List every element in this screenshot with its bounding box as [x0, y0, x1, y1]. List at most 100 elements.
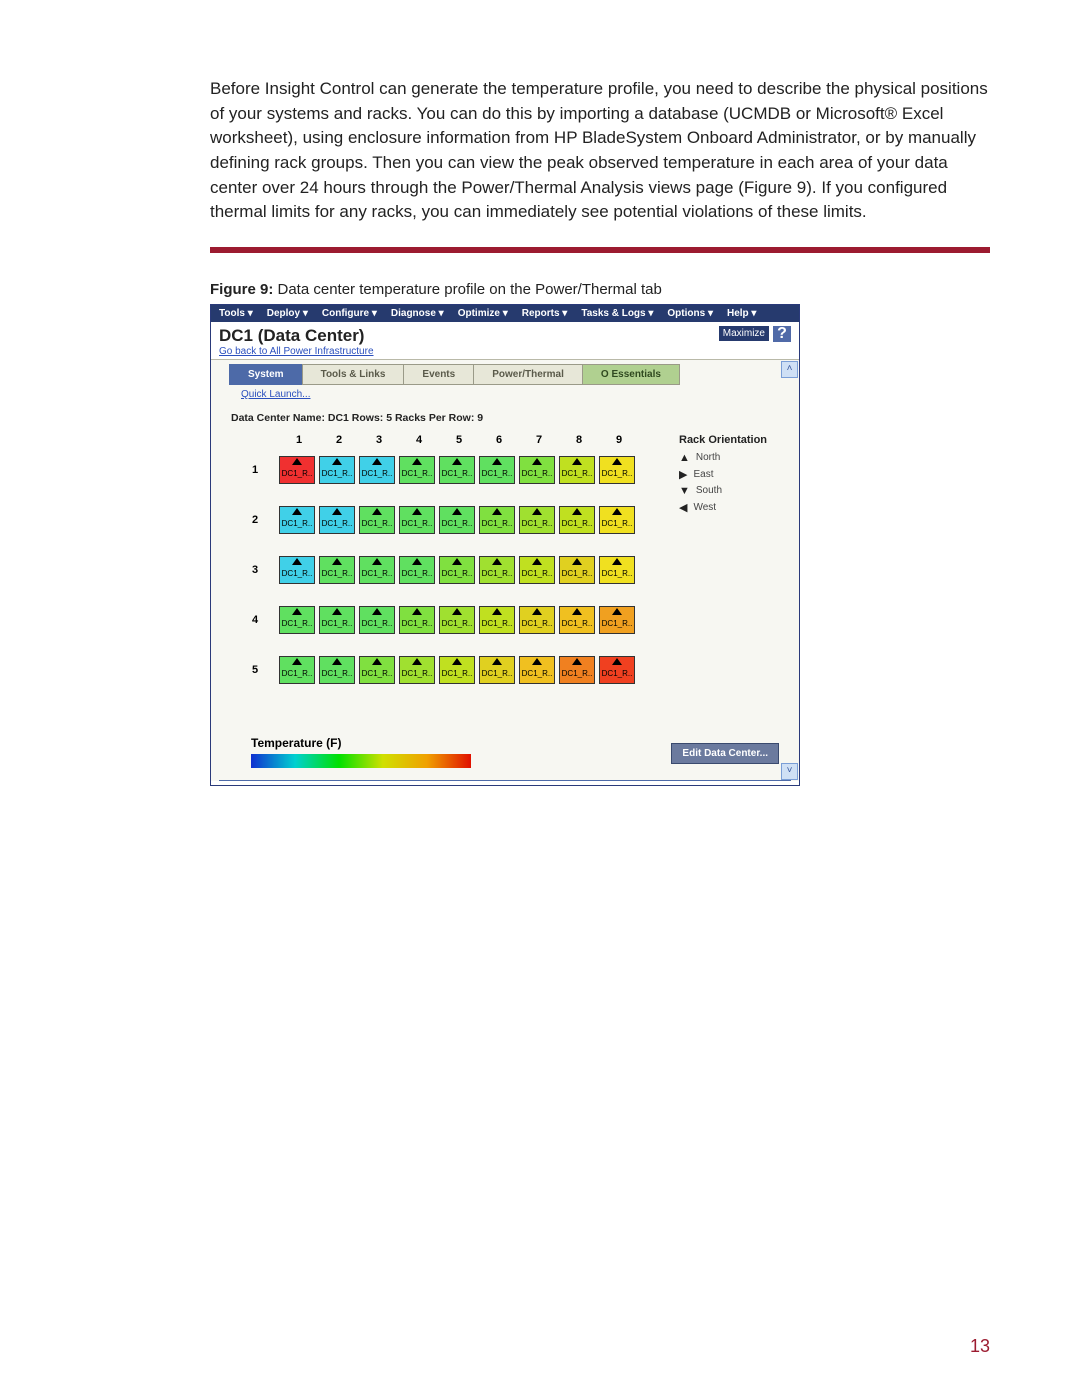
menu-item[interactable]: Help ▾: [727, 308, 756, 319]
menu-item[interactable]: Options ▾: [667, 308, 713, 319]
rack-cell[interactable]: DC1_R..: [359, 606, 395, 634]
rack-cell[interactable]: DC1_R..: [359, 556, 395, 584]
rack-label: DC1_R..: [442, 669, 473, 678]
rack-label: DC1_R..: [562, 469, 593, 478]
rack-cell[interactable]: DC1_R..: [519, 656, 555, 684]
rack-cell[interactable]: DC1_R..: [479, 606, 515, 634]
rack-label: DC1_R..: [442, 569, 473, 578]
rack-cell[interactable]: DC1_R..: [599, 556, 635, 584]
north-icon: [452, 558, 462, 565]
row-label: 5: [231, 664, 279, 676]
rack-cell[interactable]: DC1_R..: [479, 506, 515, 534]
row-label: 2: [231, 514, 279, 526]
north-icon: [332, 608, 342, 615]
legend-item: ◀West: [679, 501, 767, 514]
col-header: 5: [439, 434, 479, 446]
menu-item[interactable]: Diagnose ▾: [391, 308, 444, 319]
rack-label: DC1_R..: [322, 469, 353, 478]
rack-cell[interactable]: DC1_R..: [399, 606, 435, 634]
rack-label: DC1_R..: [562, 619, 593, 628]
north-icon: [372, 508, 382, 515]
rack-cell[interactable]: DC1_R..: [559, 456, 595, 484]
rack-cell[interactable]: DC1_R..: [439, 506, 475, 534]
menu-item[interactable]: Optimize ▾: [458, 308, 508, 319]
rack-cell[interactable]: DC1_R..: [599, 606, 635, 634]
north-icon: [572, 508, 582, 515]
rack-cell[interactable]: DC1_R..: [479, 656, 515, 684]
rack-cell[interactable]: DC1_R..: [279, 556, 315, 584]
tab-tools-links[interactable]: Tools & Links: [302, 364, 405, 385]
rack-label: DC1_R..: [442, 619, 473, 628]
north-icon: [572, 608, 582, 615]
rack-label: DC1_R..: [362, 469, 393, 478]
rack-cell[interactable]: DC1_R..: [599, 656, 635, 684]
rack-cell[interactable]: DC1_R..: [319, 506, 355, 534]
rack-label: DC1_R..: [362, 569, 393, 578]
rack-cell[interactable]: DC1_R..: [519, 606, 555, 634]
rack-label: DC1_R..: [482, 619, 513, 628]
rack-cell[interactable]: DC1_R..: [559, 506, 595, 534]
section-rule: [210, 247, 990, 253]
rack-cell[interactable]: DC1_R..: [399, 556, 435, 584]
rack-label: DC1_R..: [362, 619, 393, 628]
menu-item[interactable]: Reports ▾: [522, 308, 568, 319]
menu-item[interactable]: Tasks & Logs ▾: [581, 308, 653, 319]
back-link[interactable]: Go back to All Power Infrastructure: [219, 346, 374, 357]
rack-cell[interactable]: DC1_R..: [439, 606, 475, 634]
edit-datacenter-button[interactable]: Edit Data Center...: [671, 743, 779, 764]
north-icon: [372, 558, 382, 565]
rack-label: DC1_R..: [362, 669, 393, 678]
rack-cell[interactable]: DC1_R..: [279, 606, 315, 634]
rack-cell[interactable]: DC1_R..: [279, 456, 315, 484]
quick-launch-link[interactable]: Quick Launch...: [211, 385, 799, 406]
tab-power-thermal[interactable]: Power/Thermal: [473, 364, 583, 385]
orientation-icon: ▶: [679, 468, 687, 481]
col-header: 4: [399, 434, 439, 446]
orientation-icon: ◀: [679, 501, 687, 514]
rack-label: DC1_R..: [322, 519, 353, 528]
rack-cell[interactable]: DC1_R..: [359, 506, 395, 534]
rack-cell[interactable]: DC1_R..: [319, 606, 355, 634]
rack-cell[interactable]: DC1_R..: [399, 456, 435, 484]
north-icon: [572, 658, 582, 665]
scroll-down-icon[interactable]: ˅: [781, 763, 798, 780]
rack-cell[interactable]: DC1_R..: [399, 506, 435, 534]
rack-cell[interactable]: DC1_R..: [279, 506, 315, 534]
north-icon: [292, 508, 302, 515]
rack-cell[interactable]: DC1_R..: [559, 556, 595, 584]
rack-cell[interactable]: DC1_R..: [479, 456, 515, 484]
rack-cell[interactable]: DC1_R..: [319, 656, 355, 684]
legend-label: East: [693, 469, 713, 480]
help-icon[interactable]: ?: [773, 326, 791, 342]
rack-cell[interactable]: DC1_R..: [519, 506, 555, 534]
rack-cell[interactable]: DC1_R..: [599, 456, 635, 484]
rack-cell[interactable]: DC1_R..: [479, 556, 515, 584]
rack-cell[interactable]: DC1_R..: [559, 656, 595, 684]
rack-cell[interactable]: DC1_R..: [519, 456, 555, 484]
rack-cell[interactable]: DC1_R..: [279, 656, 315, 684]
menu-item[interactable]: Configure ▾: [322, 308, 377, 319]
menu-item[interactable]: Tools ▾: [219, 308, 253, 319]
rack-cell[interactable]: DC1_R..: [559, 606, 595, 634]
tab-events[interactable]: Events: [403, 364, 474, 385]
tab-system[interactable]: System: [229, 364, 303, 385]
tab-o-essentials[interactable]: O Essentials: [582, 364, 680, 385]
rack-cell[interactable]: DC1_R..: [399, 656, 435, 684]
rack-cell[interactable]: DC1_R..: [359, 456, 395, 484]
menu-item[interactable]: Deploy ▾: [267, 308, 308, 319]
maximize-button[interactable]: Maximize: [719, 326, 769, 341]
rack-cell[interactable]: DC1_R..: [599, 506, 635, 534]
rack-label: DC1_R..: [562, 519, 593, 528]
scroll-up-icon[interactable]: ˄: [781, 361, 798, 378]
rack-label: DC1_R..: [442, 469, 473, 478]
rack-cell[interactable]: DC1_R..: [319, 456, 355, 484]
rack-cell[interactable]: DC1_R..: [439, 456, 475, 484]
rack-cell[interactable]: DC1_R..: [439, 556, 475, 584]
rack-cell[interactable]: DC1_R..: [359, 656, 395, 684]
north-icon: [532, 458, 542, 465]
rack-label: DC1_R..: [602, 619, 633, 628]
col-header: 8: [559, 434, 599, 446]
rack-cell[interactable]: DC1_R..: [519, 556, 555, 584]
rack-cell[interactable]: DC1_R..: [439, 656, 475, 684]
rack-cell[interactable]: DC1_R..: [319, 556, 355, 584]
